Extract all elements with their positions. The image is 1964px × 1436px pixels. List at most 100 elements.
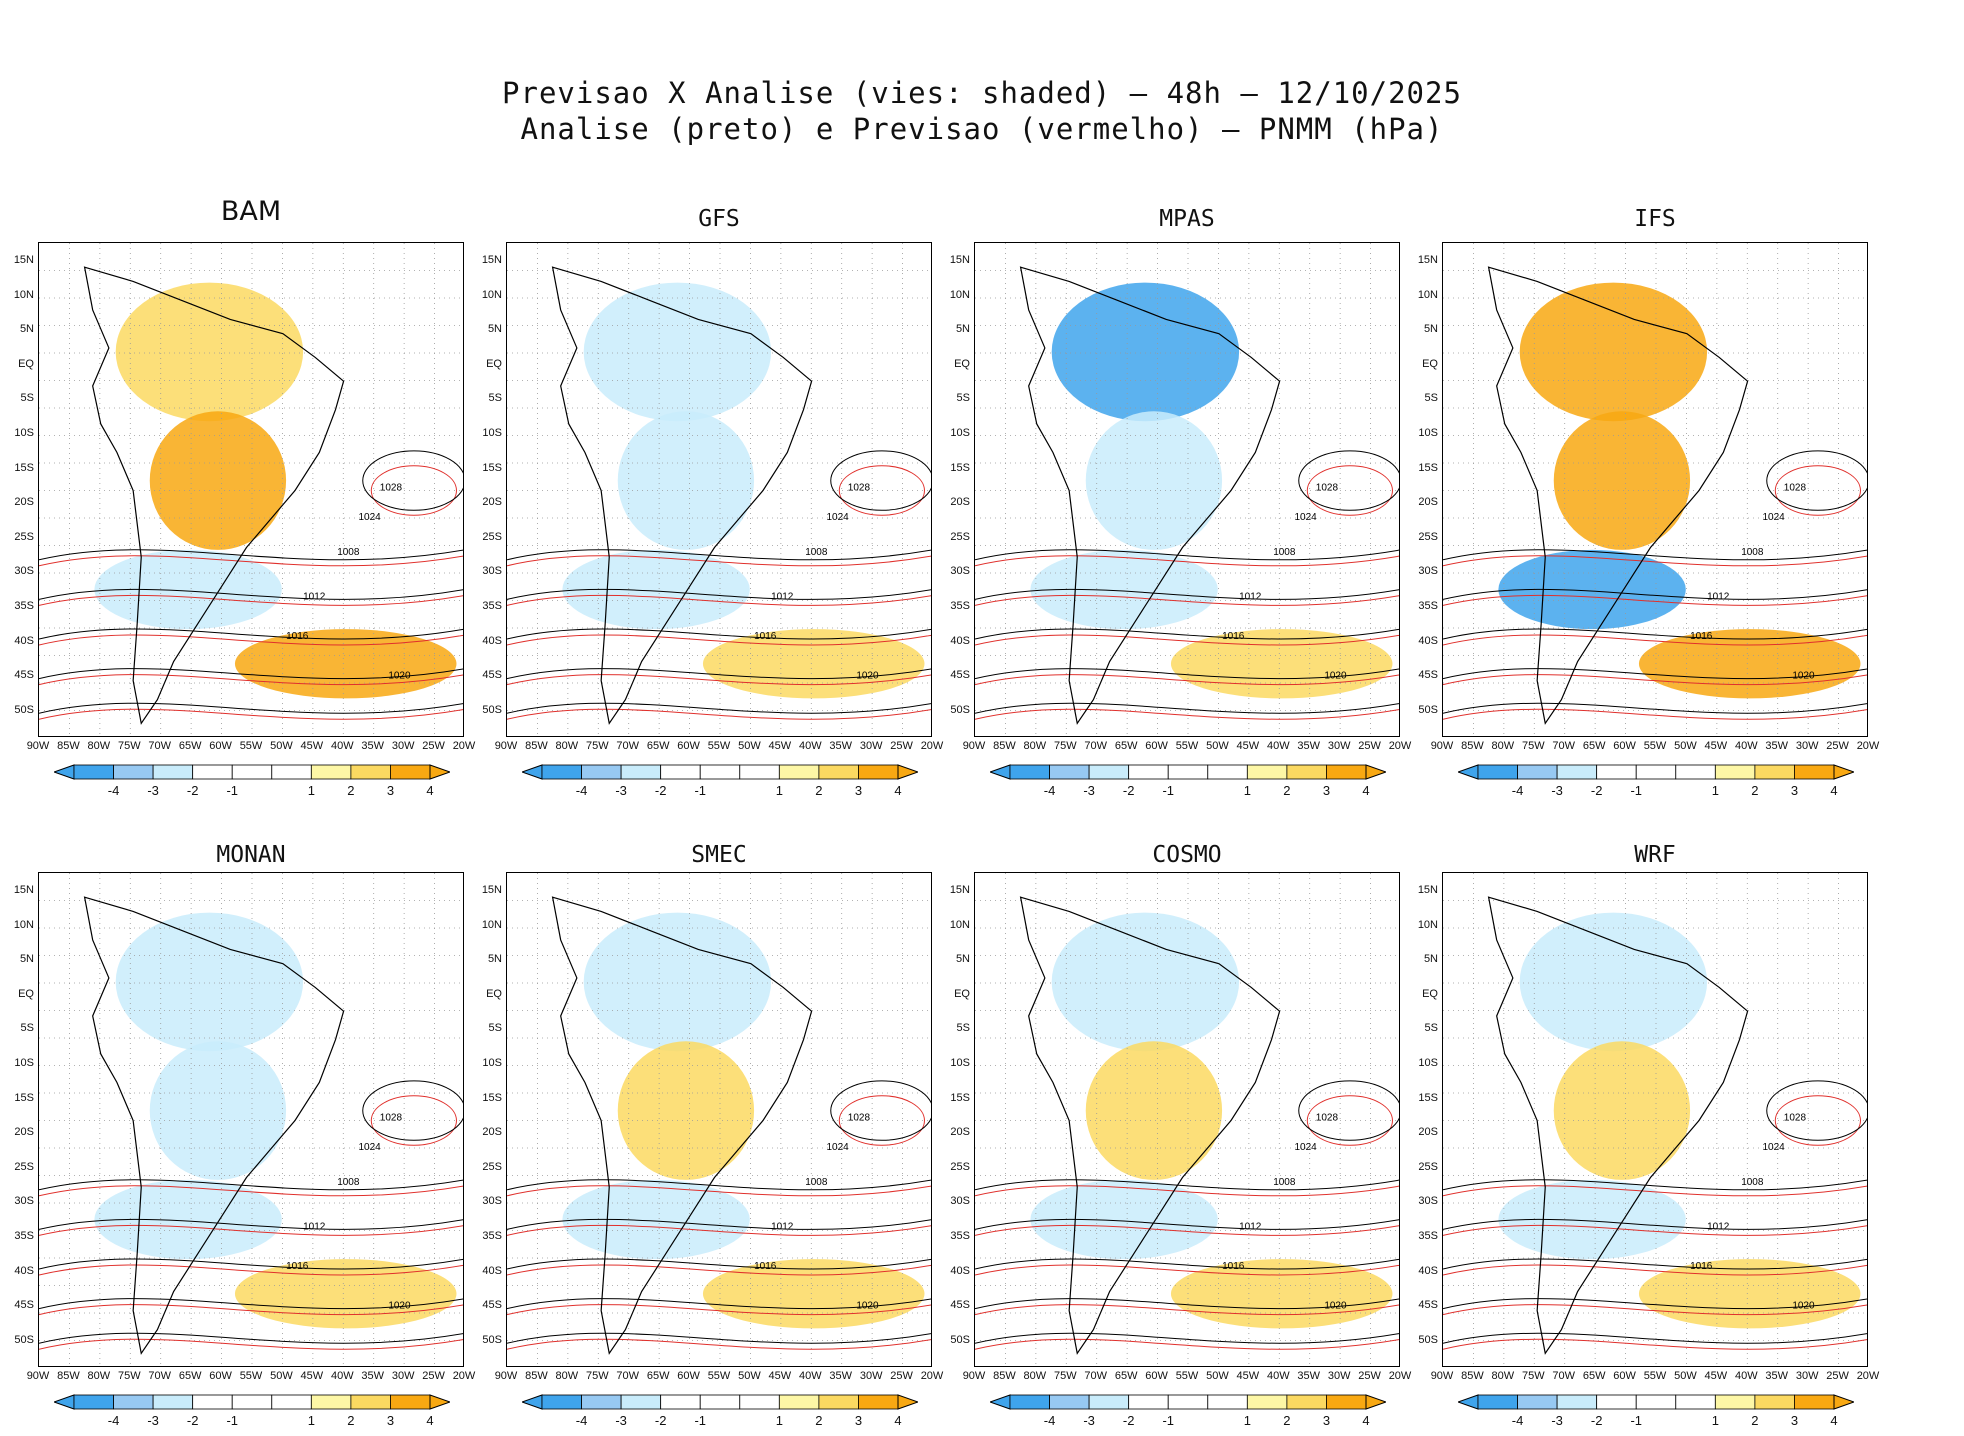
x-tick-label: 80W — [87, 740, 111, 752]
isobar-label: 1024 — [1295, 512, 1318, 523]
colorbar-label: -4 — [575, 1413, 588, 1428]
y-tick-label: 45S — [1418, 1299, 1438, 1312]
y-tick-label: 35S — [950, 1230, 970, 1242]
y-tick-label: 5S — [956, 1022, 970, 1035]
x-tick-label: 50W — [270, 740, 293, 752]
x-tick-label: 60W — [209, 1370, 232, 1382]
analysis-isobar — [975, 1179, 1399, 1191]
y-tick-label: 20S — [1418, 496, 1438, 509]
colorbar — [1458, 1394, 1854, 1410]
y-tick-label: 20S — [14, 1126, 34, 1139]
analysis-isobar — [1443, 1332, 1867, 1344]
bias-region-atlantic — [1638, 1259, 1861, 1329]
panel-title-mpas: MPAS — [1159, 206, 1215, 232]
colorbar-label: 1 — [775, 783, 783, 798]
x-tick-label: 35W — [829, 1370, 853, 1382]
bias-region-south — [1030, 549, 1218, 630]
analysis-isobar — [1443, 1179, 1867, 1191]
y-tick-label: 10S — [1418, 427, 1438, 439]
colorbar — [1458, 764, 1854, 780]
y-tick-label: 30S — [950, 1195, 970, 1208]
south-america-coastline — [551, 896, 813, 1355]
x-tick-label: 50W — [1674, 1370, 1697, 1382]
analysis-isobar — [39, 1179, 463, 1191]
y-tick-label: 15S — [14, 1091, 34, 1104]
colorbar-label: -2 — [654, 1413, 667, 1428]
y-tick-label: 45S — [14, 1299, 34, 1312]
colorbar-label: 1 — [1711, 783, 1719, 798]
bias-region-atlantic — [1638, 629, 1861, 699]
forecast-isobar — [507, 1185, 931, 1197]
x-tick-label: 85W — [57, 1370, 80, 1382]
bias-region-central — [1085, 1041, 1223, 1180]
x-tick-label: 85W — [993, 1370, 1016, 1382]
y-tick-label: 15S — [950, 461, 970, 474]
colorbar-label: -3 — [615, 1413, 627, 1428]
x-tick-label: 70W — [1084, 1370, 1108, 1382]
analysis-isobar — [39, 1218, 463, 1230]
y-tick-label: 15S — [1418, 461, 1438, 474]
x-tick-label: 70W — [616, 740, 640, 752]
bias-region-south — [562, 1179, 750, 1260]
colorbar-label: 1 — [307, 1413, 315, 1428]
colorbar-label: 2 — [1283, 1413, 1291, 1428]
colorbar-label: -2 — [654, 783, 667, 798]
colorbar-label: -3 — [1551, 783, 1563, 798]
forecast-isobar — [975, 1304, 1399, 1316]
x-tick-label: 55W — [707, 1370, 731, 1382]
y-tick-label: 50S — [14, 1333, 34, 1346]
x-tick-label: 20W — [920, 740, 944, 752]
x-tick-label: 80W — [1023, 1370, 1047, 1382]
y-tick-label: 5S — [20, 1022, 34, 1035]
colorbar-label: -3 — [1083, 783, 1095, 798]
x-tick-label: 35W — [1297, 1370, 1321, 1382]
isobar-label: 1028 — [848, 1113, 871, 1124]
x-tick-label: 85W — [1461, 740, 1484, 752]
x-tick-label: 75W — [585, 1370, 609, 1382]
x-tick-label: 40W — [1734, 1370, 1758, 1382]
forecast-isobar — [1443, 1185, 1867, 1197]
y-tick-label: 15S — [482, 1091, 502, 1104]
panel-title-smec: SMEC — [691, 842, 747, 868]
forecast-high-contour — [1774, 465, 1861, 516]
y-tick-label: 10S — [950, 1057, 970, 1069]
colorbar-label: 1 — [1711, 1413, 1719, 1428]
colorbar-label: 2 — [1751, 1413, 1759, 1428]
isobar-label: 1020 — [1792, 1301, 1815, 1312]
map-panel-gfs: 1008 1012 1016 1020 1024 1028 — [506, 242, 932, 737]
isobar-label: 1012 — [771, 1221, 794, 1232]
y-tick-label: 45S — [1418, 669, 1438, 682]
colorbar-label: -1 — [226, 783, 238, 798]
y-tick-label: 50S — [14, 703, 34, 716]
x-tick-label: 40W — [330, 740, 354, 752]
x-tick-label: 85W — [57, 740, 80, 752]
isobar-label: 1028 — [380, 1113, 403, 1124]
forecast-isobar — [1443, 1304, 1867, 1316]
y-tick-label: 45S — [14, 669, 34, 682]
forecast-isobar — [975, 1338, 1399, 1350]
map-panel-cosmo: 1008 1012 1016 1020 1024 1028 — [974, 872, 1400, 1367]
x-tick-label: 60W — [1145, 1370, 1168, 1382]
forecast-isobar — [507, 1224, 931, 1236]
x-tick-label: 40W — [1734, 740, 1758, 752]
bias-region-atlantic — [1170, 629, 1393, 699]
x-tick-label: 55W — [1643, 740, 1667, 752]
colorbar-label: -2 — [1122, 1413, 1135, 1428]
y-tick-label: 30S — [482, 565, 502, 578]
analysis-isobar — [975, 1258, 1399, 1270]
x-tick-label: 70W — [148, 1370, 172, 1382]
analysis-isobar — [39, 588, 463, 600]
x-tick-label: 40W — [798, 1370, 822, 1382]
y-tick-label: 10S — [482, 1057, 502, 1069]
x-tick-label: 35W — [361, 740, 385, 752]
y-tick-label: 5S — [20, 392, 34, 405]
colorbar — [522, 764, 918, 780]
analysis-isobar — [975, 628, 1399, 640]
colorbar-label: -4 — [107, 1413, 120, 1428]
y-tick-label: 50S — [482, 1333, 502, 1346]
analysis-isobar — [1443, 702, 1867, 714]
x-tick-label: 90W — [1430, 1370, 1454, 1382]
isobar-label: 1024 — [359, 512, 382, 523]
isobar-label: 1012 — [771, 591, 794, 602]
x-tick-label: 55W — [1175, 740, 1199, 752]
